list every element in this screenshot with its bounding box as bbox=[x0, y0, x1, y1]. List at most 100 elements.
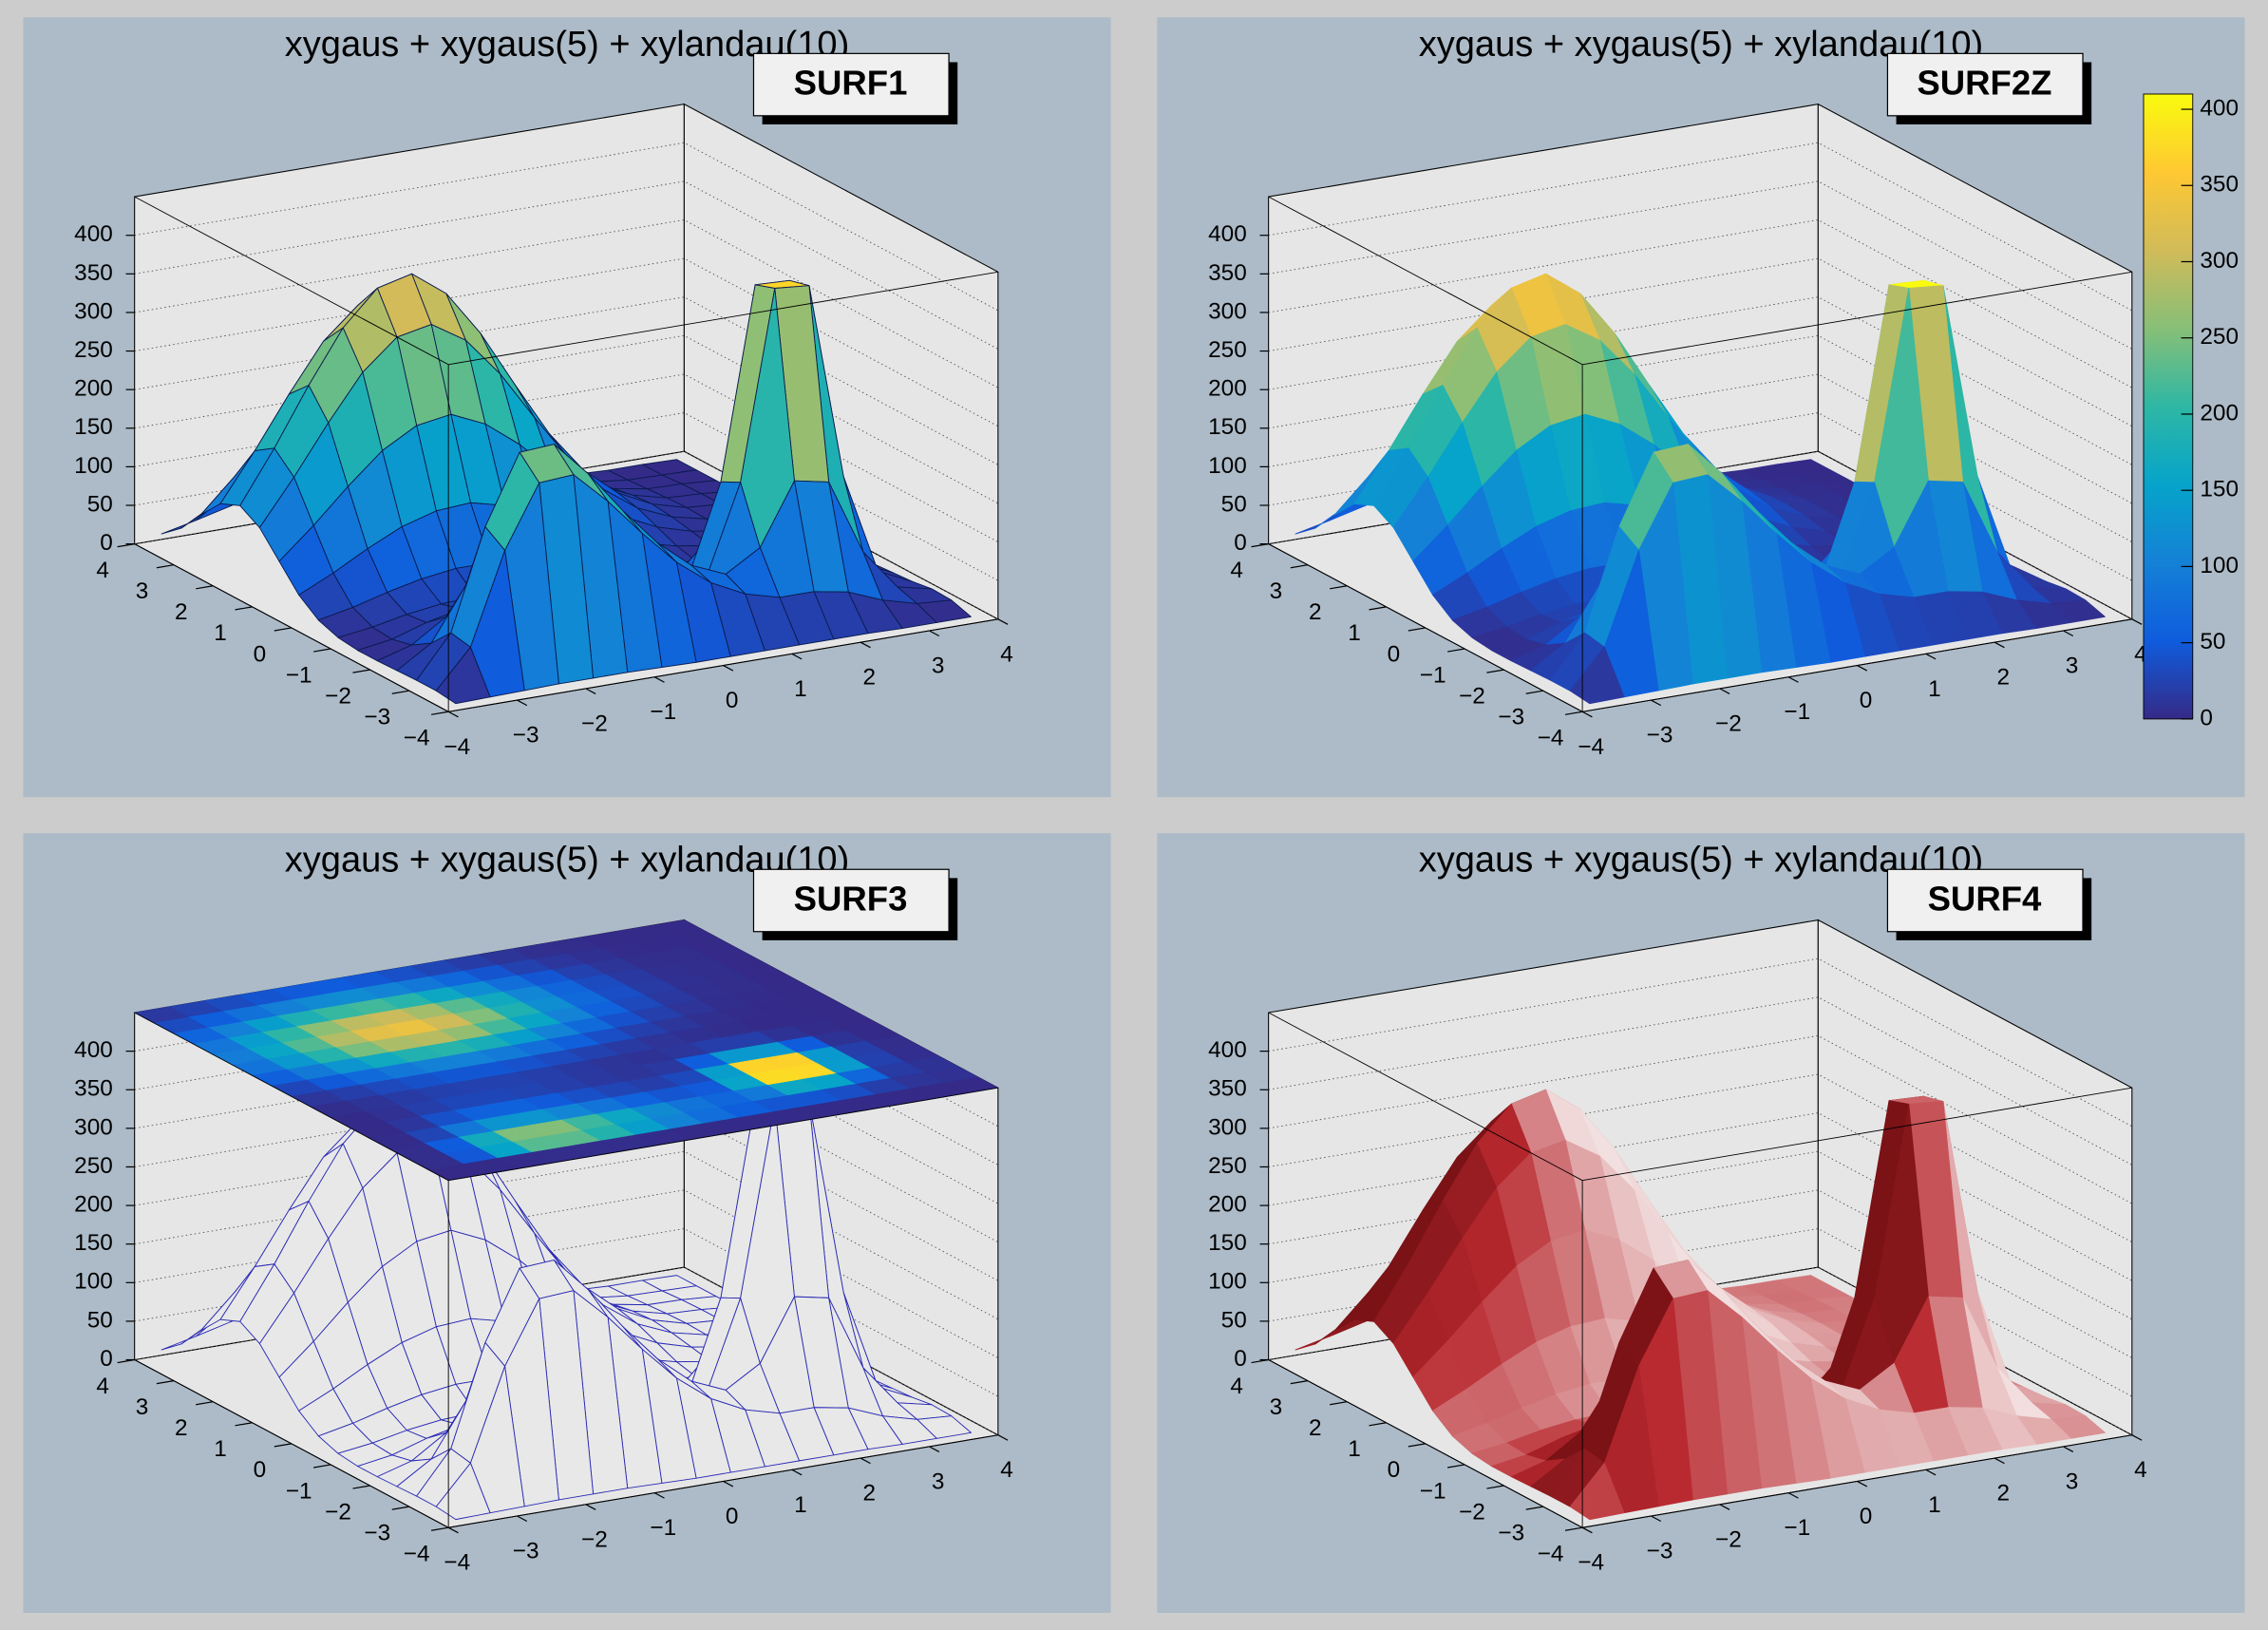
y-tick bbox=[1525, 690, 1543, 694]
x-tick bbox=[585, 688, 596, 694]
z-tick-label: 300 bbox=[1208, 298, 1247, 324]
box-edge bbox=[134, 1012, 449, 1182]
x-tick-label: 3 bbox=[2066, 1469, 2079, 1494]
z-tick-label: 100 bbox=[74, 453, 113, 479]
z-tick-label: 100 bbox=[1208, 453, 1247, 479]
x-tick-label: −1 bbox=[1784, 1515, 1810, 1541]
x-tick-label: 0 bbox=[726, 688, 739, 713]
grid-line bbox=[134, 1189, 999, 1358]
x-tick-label: −2 bbox=[581, 1526, 608, 1552]
x-tick bbox=[1857, 1480, 1868, 1488]
y-tick-label: −4 bbox=[1538, 726, 1564, 751]
z-tick-label: 150 bbox=[74, 1230, 113, 1256]
y-tick-label: −1 bbox=[286, 1478, 312, 1504]
y-tick bbox=[1251, 543, 1269, 548]
y-tick bbox=[1251, 1358, 1269, 1364]
y-tick bbox=[1408, 1443, 1426, 1448]
x-tick bbox=[1994, 641, 2005, 649]
grid-line bbox=[134, 1150, 999, 1320]
z-tick-label: 0 bbox=[100, 530, 113, 556]
y-tick-label: 0 bbox=[254, 1457, 267, 1483]
x-tick bbox=[1925, 653, 1937, 660]
y-tick-label: 2 bbox=[175, 1415, 188, 1441]
y-tick-label: 2 bbox=[175, 599, 188, 625]
x-tick-label: 0 bbox=[1860, 688, 1873, 713]
grid-line bbox=[134, 296, 999, 465]
y-tick bbox=[1486, 1485, 1504, 1489]
grid-line bbox=[1268, 142, 2133, 312]
z-tick-label: 150 bbox=[1208, 414, 1247, 440]
x-tick bbox=[2131, 1434, 2143, 1441]
y-tick bbox=[313, 648, 331, 653]
grid-line bbox=[134, 142, 999, 312]
x-tick-label: 2 bbox=[863, 665, 877, 691]
y-tick bbox=[1446, 1464, 1465, 1469]
z-tick-label: 100 bbox=[1208, 1269, 1247, 1295]
y-tick-label: 1 bbox=[1348, 620, 1361, 646]
grid-line bbox=[134, 334, 999, 504]
surface-cell bbox=[435, 1462, 491, 1521]
z-tick-label: 0 bbox=[1234, 1346, 1247, 1372]
x-tick bbox=[1719, 688, 1730, 694]
y-tick bbox=[1408, 627, 1426, 632]
y-tick-label: 2 bbox=[1309, 599, 1322, 625]
z-tick-label: 0 bbox=[1234, 530, 1247, 556]
x-tick bbox=[1787, 1492, 1799, 1499]
grid-line bbox=[134, 412, 999, 581]
x-tick bbox=[517, 1515, 528, 1523]
y-tick bbox=[117, 543, 135, 548]
z-tick-label: 150 bbox=[74, 414, 113, 440]
grid-line bbox=[1268, 1189, 2133, 1358]
x-tick bbox=[1925, 1469, 1937, 1476]
x-tick bbox=[653, 1492, 665, 1499]
grid-line bbox=[1268, 1034, 2133, 1204]
box-edge bbox=[134, 196, 449, 366]
z-tick-label: 250 bbox=[74, 337, 113, 363]
x-tick-label: −2 bbox=[581, 711, 608, 736]
y-tick-label: 0 bbox=[254, 641, 267, 667]
surface-cell bbox=[435, 646, 491, 705]
grid-line bbox=[1268, 180, 2133, 350]
box-edge bbox=[448, 271, 998, 366]
surface bbox=[1295, 1089, 2106, 1521]
x-tick-label: 1 bbox=[794, 676, 807, 702]
y-tick bbox=[1369, 1422, 1387, 1427]
z-tick-label: 250 bbox=[1208, 337, 1247, 363]
grid-line bbox=[1268, 1150, 2133, 1320]
option-label: SURF3 bbox=[794, 879, 908, 918]
y-tick bbox=[391, 690, 409, 694]
box-edge bbox=[1582, 1087, 2132, 1182]
grid-line bbox=[1268, 412, 2133, 581]
y-tick bbox=[1525, 1506, 1543, 1510]
y-tick-label: −4 bbox=[1538, 1542, 1564, 1567]
grid-line bbox=[134, 1034, 999, 1204]
y-tick-label: 3 bbox=[136, 578, 149, 604]
y-tick-label: 1 bbox=[1348, 1436, 1361, 1462]
x-tick-label: 0 bbox=[1860, 1504, 1873, 1529]
top-color-map bbox=[133, 919, 1000, 1182]
z-tick-label: 300 bbox=[74, 298, 113, 324]
y-tick-label: −4 bbox=[404, 1542, 430, 1567]
z-tick-label: 350 bbox=[74, 1076, 113, 1102]
x-tick-label: −4 bbox=[444, 734, 470, 760]
z-tick-label: 350 bbox=[1208, 260, 1247, 286]
x-tick bbox=[2131, 618, 2143, 625]
grid-line bbox=[134, 1073, 999, 1243]
x-tick-label: 1 bbox=[1928, 1492, 1941, 1518]
z-tick-label: 400 bbox=[74, 1037, 113, 1063]
z-tick-label: 50 bbox=[87, 491, 113, 517]
z-tick-label: 200 bbox=[1208, 376, 1247, 402]
y-tick-label: −1 bbox=[1420, 662, 1446, 688]
y-tick bbox=[1564, 711, 1583, 715]
x-tick-label: −4 bbox=[1578, 734, 1604, 760]
y-tick-label: −1 bbox=[1420, 1478, 1446, 1504]
colorbar-tick-label: 100 bbox=[2200, 553, 2239, 578]
y-tick-label: 4 bbox=[1230, 1374, 1243, 1399]
z-tick-label: 150 bbox=[1208, 1230, 1247, 1256]
y-tick-label: −3 bbox=[364, 1520, 390, 1545]
x-tick-label: 3 bbox=[932, 653, 945, 678]
